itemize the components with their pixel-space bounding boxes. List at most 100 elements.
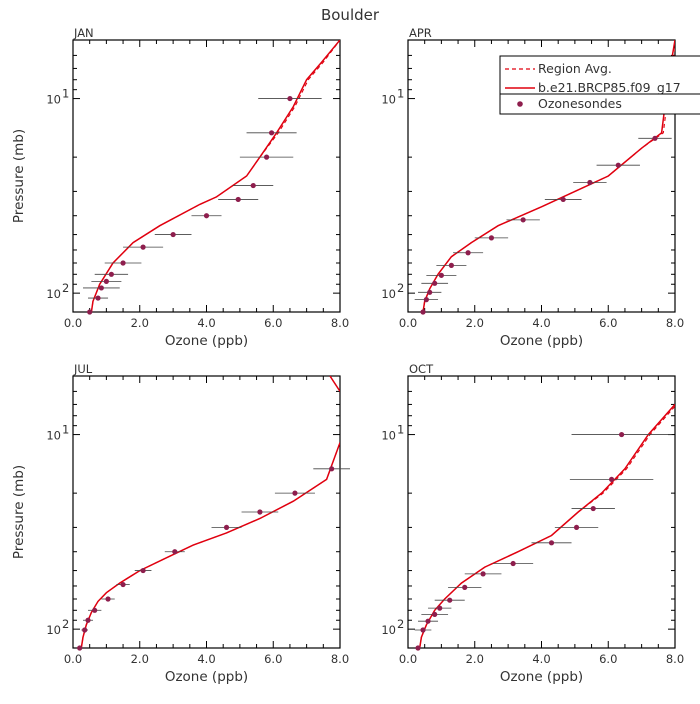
obs-point xyxy=(223,524,230,531)
obs-point xyxy=(172,549,178,555)
y-tick-label: 10 xyxy=(46,93,61,107)
y-tick-exponent: 2 xyxy=(62,281,69,295)
panel-frame xyxy=(72,375,341,649)
model-line xyxy=(418,403,675,648)
obs-point xyxy=(420,627,426,633)
obs-point xyxy=(292,490,298,496)
obs-point xyxy=(98,285,104,291)
obs-point xyxy=(438,272,444,278)
region-avg-line xyxy=(80,442,340,648)
obs-point xyxy=(465,250,471,256)
obs-point xyxy=(432,611,438,618)
x-tick-label: 6.0 xyxy=(599,316,617,330)
x-tick-label: 6.0 xyxy=(599,652,617,666)
x-tick-label: 0.0 xyxy=(399,316,417,330)
obs-point xyxy=(103,278,109,284)
obs-point xyxy=(105,596,111,602)
x-tick-label: 0.0 xyxy=(399,652,417,666)
obs-point xyxy=(590,505,596,512)
panel-frame xyxy=(72,39,341,313)
x-tick-label: 2.0 xyxy=(466,652,484,666)
panel-plot-area xyxy=(80,376,340,648)
obs-point xyxy=(420,309,426,315)
obs-point xyxy=(235,196,241,203)
x-tick-label: 2.0 xyxy=(131,316,149,330)
legend-obs-swatch xyxy=(517,101,523,107)
x-tick-label: 4.0 xyxy=(197,316,215,330)
obs-point xyxy=(510,560,516,567)
panel-plot-area xyxy=(422,40,675,312)
obs-point xyxy=(447,597,453,603)
legend-model-label: b.e21.BRCP85.f09_g17 xyxy=(538,80,681,95)
obs-point xyxy=(140,567,146,574)
x-tick-label: 8.0 xyxy=(331,652,349,666)
obs-point xyxy=(92,607,98,613)
x-tick-label: 8.0 xyxy=(331,316,349,330)
x-tick-label: 6.0 xyxy=(264,652,282,666)
panel-plot-area xyxy=(90,40,340,312)
x-tick-label: 8.0 xyxy=(666,316,684,330)
obs-point xyxy=(615,162,621,168)
y-tick-label: 10 xyxy=(381,429,396,443)
figure-title: Boulder xyxy=(321,6,380,24)
obs-point xyxy=(548,540,555,546)
obs-point xyxy=(263,154,270,160)
obs-point xyxy=(462,584,468,590)
region-avg-line xyxy=(419,405,675,648)
obs-point xyxy=(87,309,93,315)
obs-point xyxy=(250,182,256,189)
obs-point xyxy=(287,95,293,102)
x-tick-label: 4.0 xyxy=(532,316,550,330)
obs-point xyxy=(108,271,114,277)
obs-point xyxy=(82,627,88,633)
obs-point xyxy=(170,231,176,238)
obs-point xyxy=(619,431,625,438)
x-axis-label: Ozone (ppb) xyxy=(500,669,583,685)
obs-point xyxy=(608,476,615,483)
y-tick-exponent: 2 xyxy=(62,617,69,631)
x-tick-label: 0.0 xyxy=(64,652,82,666)
model-line-upper xyxy=(329,376,340,392)
obs-point xyxy=(423,297,429,303)
obs-point xyxy=(432,280,438,286)
obs-point xyxy=(120,581,126,588)
panel-title: JUL xyxy=(73,362,93,376)
model-line xyxy=(90,40,340,312)
x-tick-label: 2.0 xyxy=(131,652,149,666)
x-tick-label: 0.0 xyxy=(64,316,82,330)
x-axis-label: Ozone (ppb) xyxy=(165,669,248,685)
region-avg-line xyxy=(90,40,340,312)
x-tick-label: 2.0 xyxy=(466,316,484,330)
obs-point xyxy=(520,217,526,223)
y-axis-label: Pressure (mb) xyxy=(11,129,27,223)
obs-point xyxy=(140,244,146,250)
obs-point xyxy=(448,262,454,268)
obs-point xyxy=(427,289,433,295)
obs-point xyxy=(573,524,580,531)
obs-point xyxy=(329,466,335,472)
legend-obs-label: Ozonesondes xyxy=(538,96,622,111)
x-axis-label: Ozone (ppb) xyxy=(165,333,248,349)
legend-box-lower xyxy=(499,93,700,115)
panel-plot-area xyxy=(418,403,675,648)
panel-title: APR xyxy=(409,26,432,40)
obs-point xyxy=(268,130,275,136)
obs-point xyxy=(587,179,593,186)
panel-title: JAN xyxy=(73,26,94,40)
panel-title: OCT xyxy=(409,362,434,376)
x-tick-label: 6.0 xyxy=(264,316,282,330)
y-tick-exponent: 1 xyxy=(397,87,404,101)
y-tick-label: 10 xyxy=(381,93,396,107)
y-tick-label: 10 xyxy=(46,287,61,301)
y-tick-exponent: 2 xyxy=(397,617,404,631)
obs-point xyxy=(120,260,126,266)
obs-point xyxy=(85,617,91,623)
obs-point xyxy=(480,571,486,577)
x-tick-label: 4.0 xyxy=(197,652,215,666)
obs-point xyxy=(257,509,263,515)
